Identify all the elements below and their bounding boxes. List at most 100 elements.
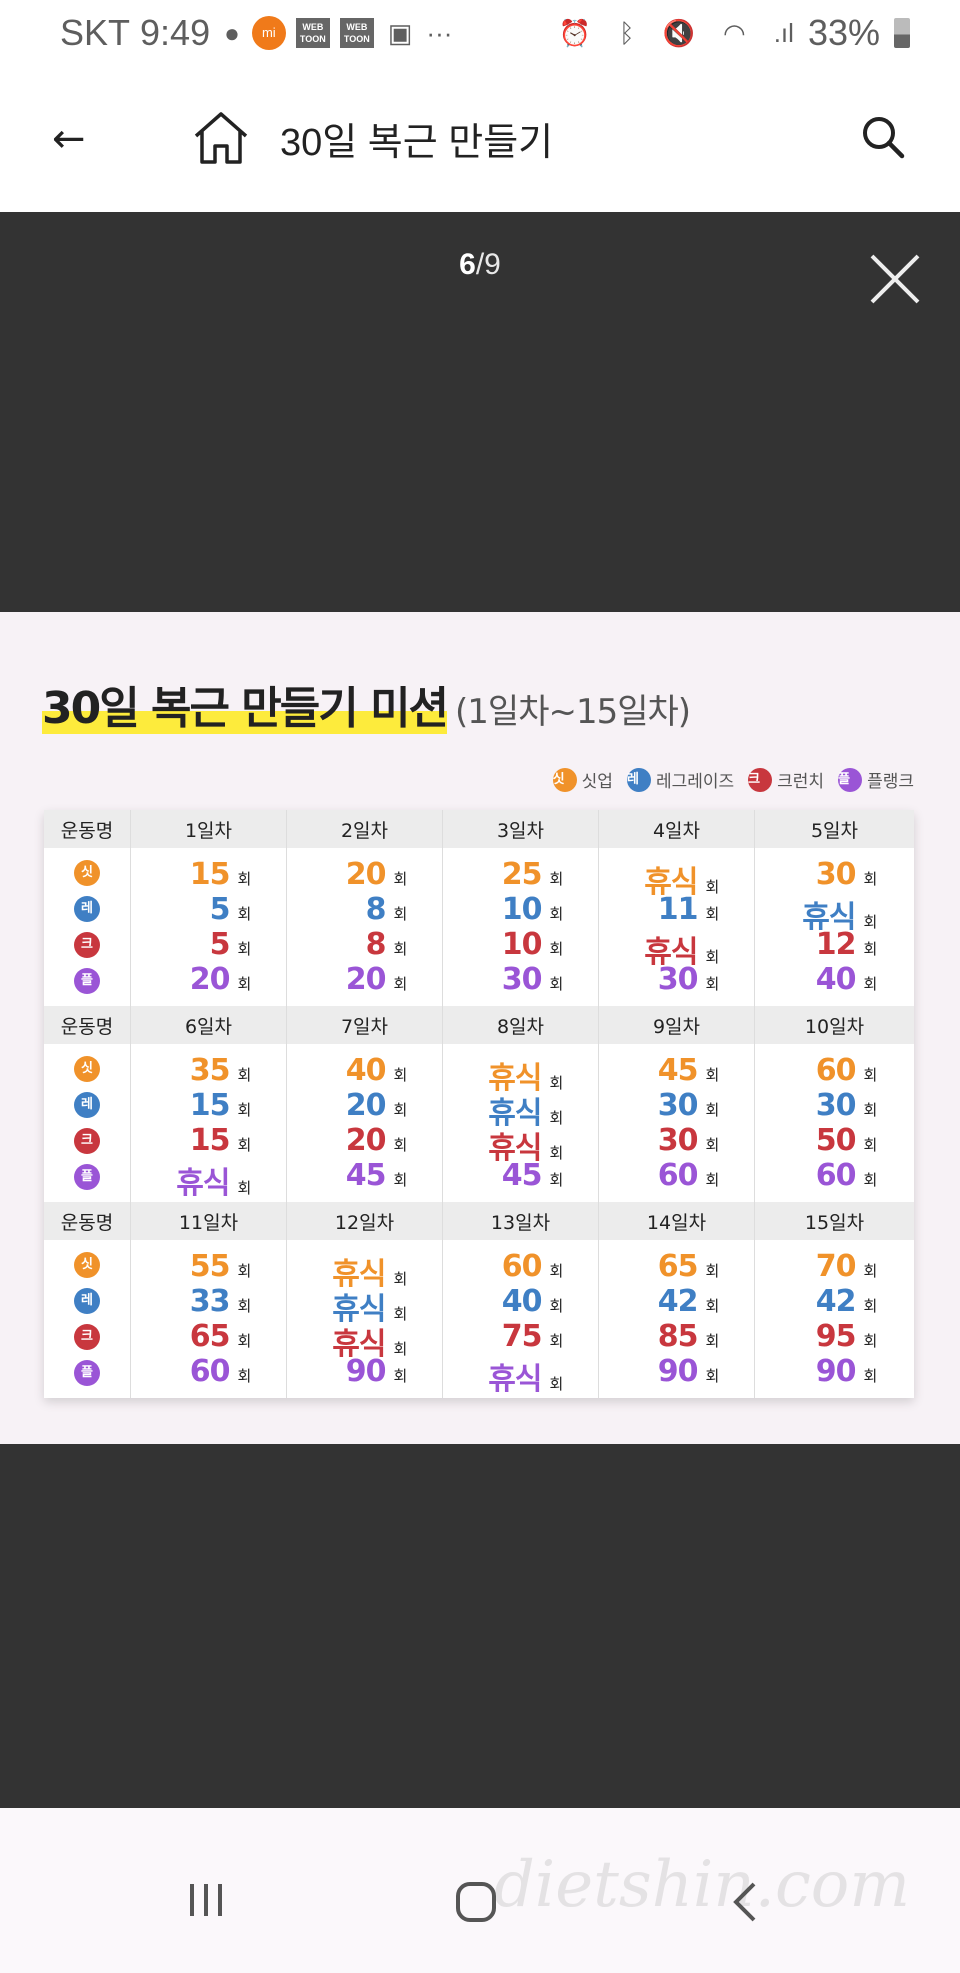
recent-apps-button[interactable] [186,1880,226,1920]
day-cell: 40 회 20 회 20 회 45 회 [287,1044,443,1202]
reps-number: 95 [815,1319,857,1354]
reps-unit: 회 [705,1171,720,1189]
mission-title-text: 30일 복근 만들기 미션 [42,683,449,734]
reps-unit: 회 [549,1074,564,1092]
day-cell: 25 회 10 회 10 회 30 회 [443,848,599,1006]
day-header: 12일차 [287,1202,443,1240]
reps-number: 휴식 [332,1257,386,1292]
legend-item-0: 싯 싯업 [552,767,613,792]
reps-number: 40 [345,1053,387,1088]
reps-value: 90 회 [780,1354,890,1389]
reps-unit: 회 [863,1101,878,1119]
day-header: 15일차 [804,1211,865,1234]
reps-unit: 회 [393,870,408,888]
legend-label: 싯업 [581,772,613,792]
reps-value: 85 회 [622,1319,732,1354]
reps-unit: 회 [237,1332,252,1350]
close-icon[interactable] [868,252,922,306]
reps-value: 33 회 [154,1284,264,1319]
row-header: 운동명 [44,810,131,848]
reps-value: 30 회 [780,857,890,892]
reps-number: 15 [189,857,231,892]
day-cell: 15 회 5 회 5 회 20 회 [131,848,287,1006]
day-cell: 60 회 30 회 50 회 60 회 [755,1044,914,1202]
watermark: dietshin.com [493,1848,910,1922]
reps-number: 15 [189,1088,231,1123]
back-button[interactable]: ← [52,116,86,162]
reps-number: 20 [345,1088,387,1123]
reps-value: 25 회 [466,857,576,892]
reps-number: 40 [501,1284,543,1319]
reps-number: 33 [189,1284,231,1319]
reps-unit: 회 [549,975,564,993]
reps-value: 90 회 [622,1354,732,1389]
reps-number: 30 [657,962,699,997]
legend-item-2: 크 크런치 [748,767,824,792]
table-body-row: 싯 레 크 플 15 회 5 회 5 회 20 회 20 회 8 회 8 회 20 회 25 회 10 회 10 회 30 회 휴식 회 1… [44,848,914,1006]
reps-value: 20 회 [310,1088,420,1123]
reps-unit: 회 [549,1332,564,1350]
home-icon[interactable] [192,110,250,166]
day-header: 13일차 [443,1202,599,1240]
reps-unit: 회 [393,1136,408,1154]
day-header: 11일차 [131,1202,287,1240]
reps-unit: 회 [393,1066,408,1084]
reps-value: 15 회 [154,1088,264,1123]
row-header: 운동명 [44,1202,131,1240]
reps-value: 11 회 [622,892,732,927]
reps-value: 휴식 회 [622,857,732,900]
reps-value: 40 회 [466,1284,576,1319]
day-cell: 20 회 8 회 8 회 20 회 [287,848,443,1006]
reps-number: 20 [345,857,387,892]
day-header: 3일차 [443,810,599,848]
reps-unit: 회 [393,905,408,923]
reps-unit: 회 [863,1367,878,1385]
reps-unit: 회 [549,1375,564,1393]
reps-unit: 회 [237,940,252,958]
reps-unit: 회 [549,1171,564,1189]
reps-value: 30 회 [622,962,732,997]
day-header: 5일차 [810,819,859,842]
reps-value: 20 회 [310,962,420,997]
reps-unit: 회 [863,940,878,958]
reps-unit: 회 [393,1101,408,1119]
reps-number: 60 [501,1249,543,1284]
exercise-badge-icon: 싯 [74,1056,100,1082]
legend-item-3: 플 플랭크 [838,767,914,792]
back-nav-button[interactable] [730,1880,760,1924]
reps-value: 휴식 회 [310,1284,420,1327]
mute-icon: 🔇 [662,17,696,48]
home-button[interactable] [454,1880,498,1924]
more-icon: ··· [426,17,453,48]
reps-value: 65 회 [154,1319,264,1354]
reps-unit: 회 [863,1136,878,1154]
reps-number: 30 [657,1123,699,1158]
reps-value: 60 회 [780,1158,890,1193]
reps-unit: 회 [393,1367,408,1385]
table-header-row: 운동명 11일차 12일차 13일차 14일차 15일차 [44,1202,914,1240]
reps-unit: 회 [705,905,720,923]
reps-number: 휴식 [644,935,698,970]
reps-unit: 회 [237,1297,252,1315]
reps-number: 60 [815,1053,857,1088]
reps-value: 45 회 [622,1053,732,1088]
reps-unit: 회 [393,1171,408,1189]
day-header: 9일차 [599,1006,755,1044]
reps-value: 45 회 [466,1158,576,1193]
reps-unit: 회 [705,878,720,896]
reps-unit: 회 [863,1332,878,1350]
reps-unit: 회 [237,870,252,888]
reps-value: 90 회 [310,1354,420,1389]
image-viewer-top: 6/9 [0,212,960,612]
reps-number: 11 [657,892,699,927]
day-cell: 35 회 15 회 15 회 휴식 회 [131,1044,287,1202]
reps-number: 65 [189,1319,231,1354]
reps-unit: 회 [705,948,720,966]
reps-unit: 회 [705,1136,720,1154]
search-icon[interactable] [860,114,906,160]
exercise-badge-icon: 싯 [74,860,100,886]
